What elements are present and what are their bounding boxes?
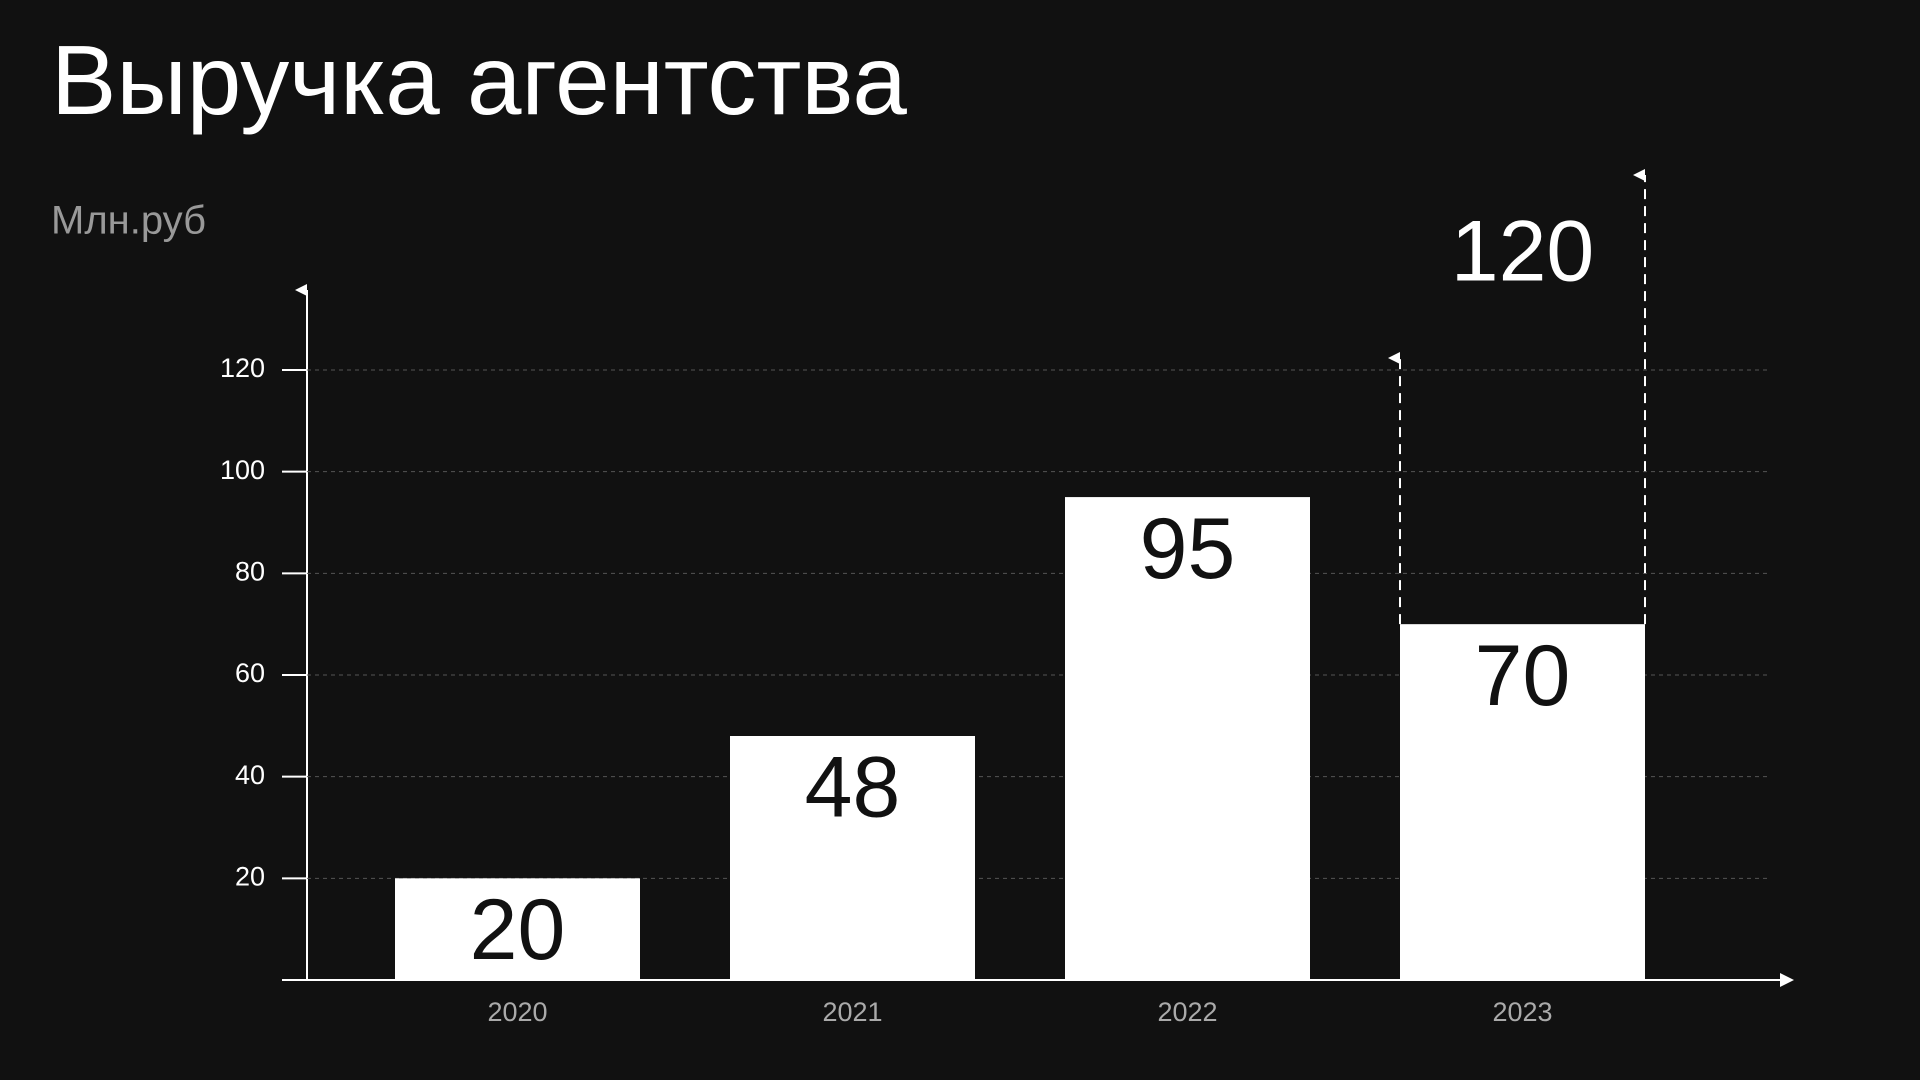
y-tick-label: 80 xyxy=(235,556,265,586)
bar xyxy=(1400,624,1645,980)
x-tick-label: 2022 xyxy=(1157,997,1217,1027)
y-tick-label: 60 xyxy=(235,658,265,688)
bar xyxy=(1065,497,1310,980)
value-label: 70 xyxy=(1475,628,1571,724)
value-label: 95 xyxy=(1140,501,1236,597)
x-tick-label: 2023 xyxy=(1492,997,1552,1027)
forecast-label: 120 xyxy=(1451,204,1595,300)
x-tick-label: 2021 xyxy=(822,997,882,1027)
y-tick-label: 40 xyxy=(235,760,265,790)
y-tick-label: 100 xyxy=(220,455,265,485)
y-tick-label: 20 xyxy=(235,861,265,891)
bar xyxy=(395,878,640,980)
x-tick-label: 2020 xyxy=(487,997,547,1027)
chart-title: Выручка агентства xyxy=(51,25,907,135)
y-tick-label: 120 xyxy=(220,353,265,383)
value-label: 20 xyxy=(470,882,566,978)
bar xyxy=(730,736,975,980)
chart-subtitle: Млн.руб xyxy=(51,199,206,243)
value-label: 48 xyxy=(805,740,901,836)
